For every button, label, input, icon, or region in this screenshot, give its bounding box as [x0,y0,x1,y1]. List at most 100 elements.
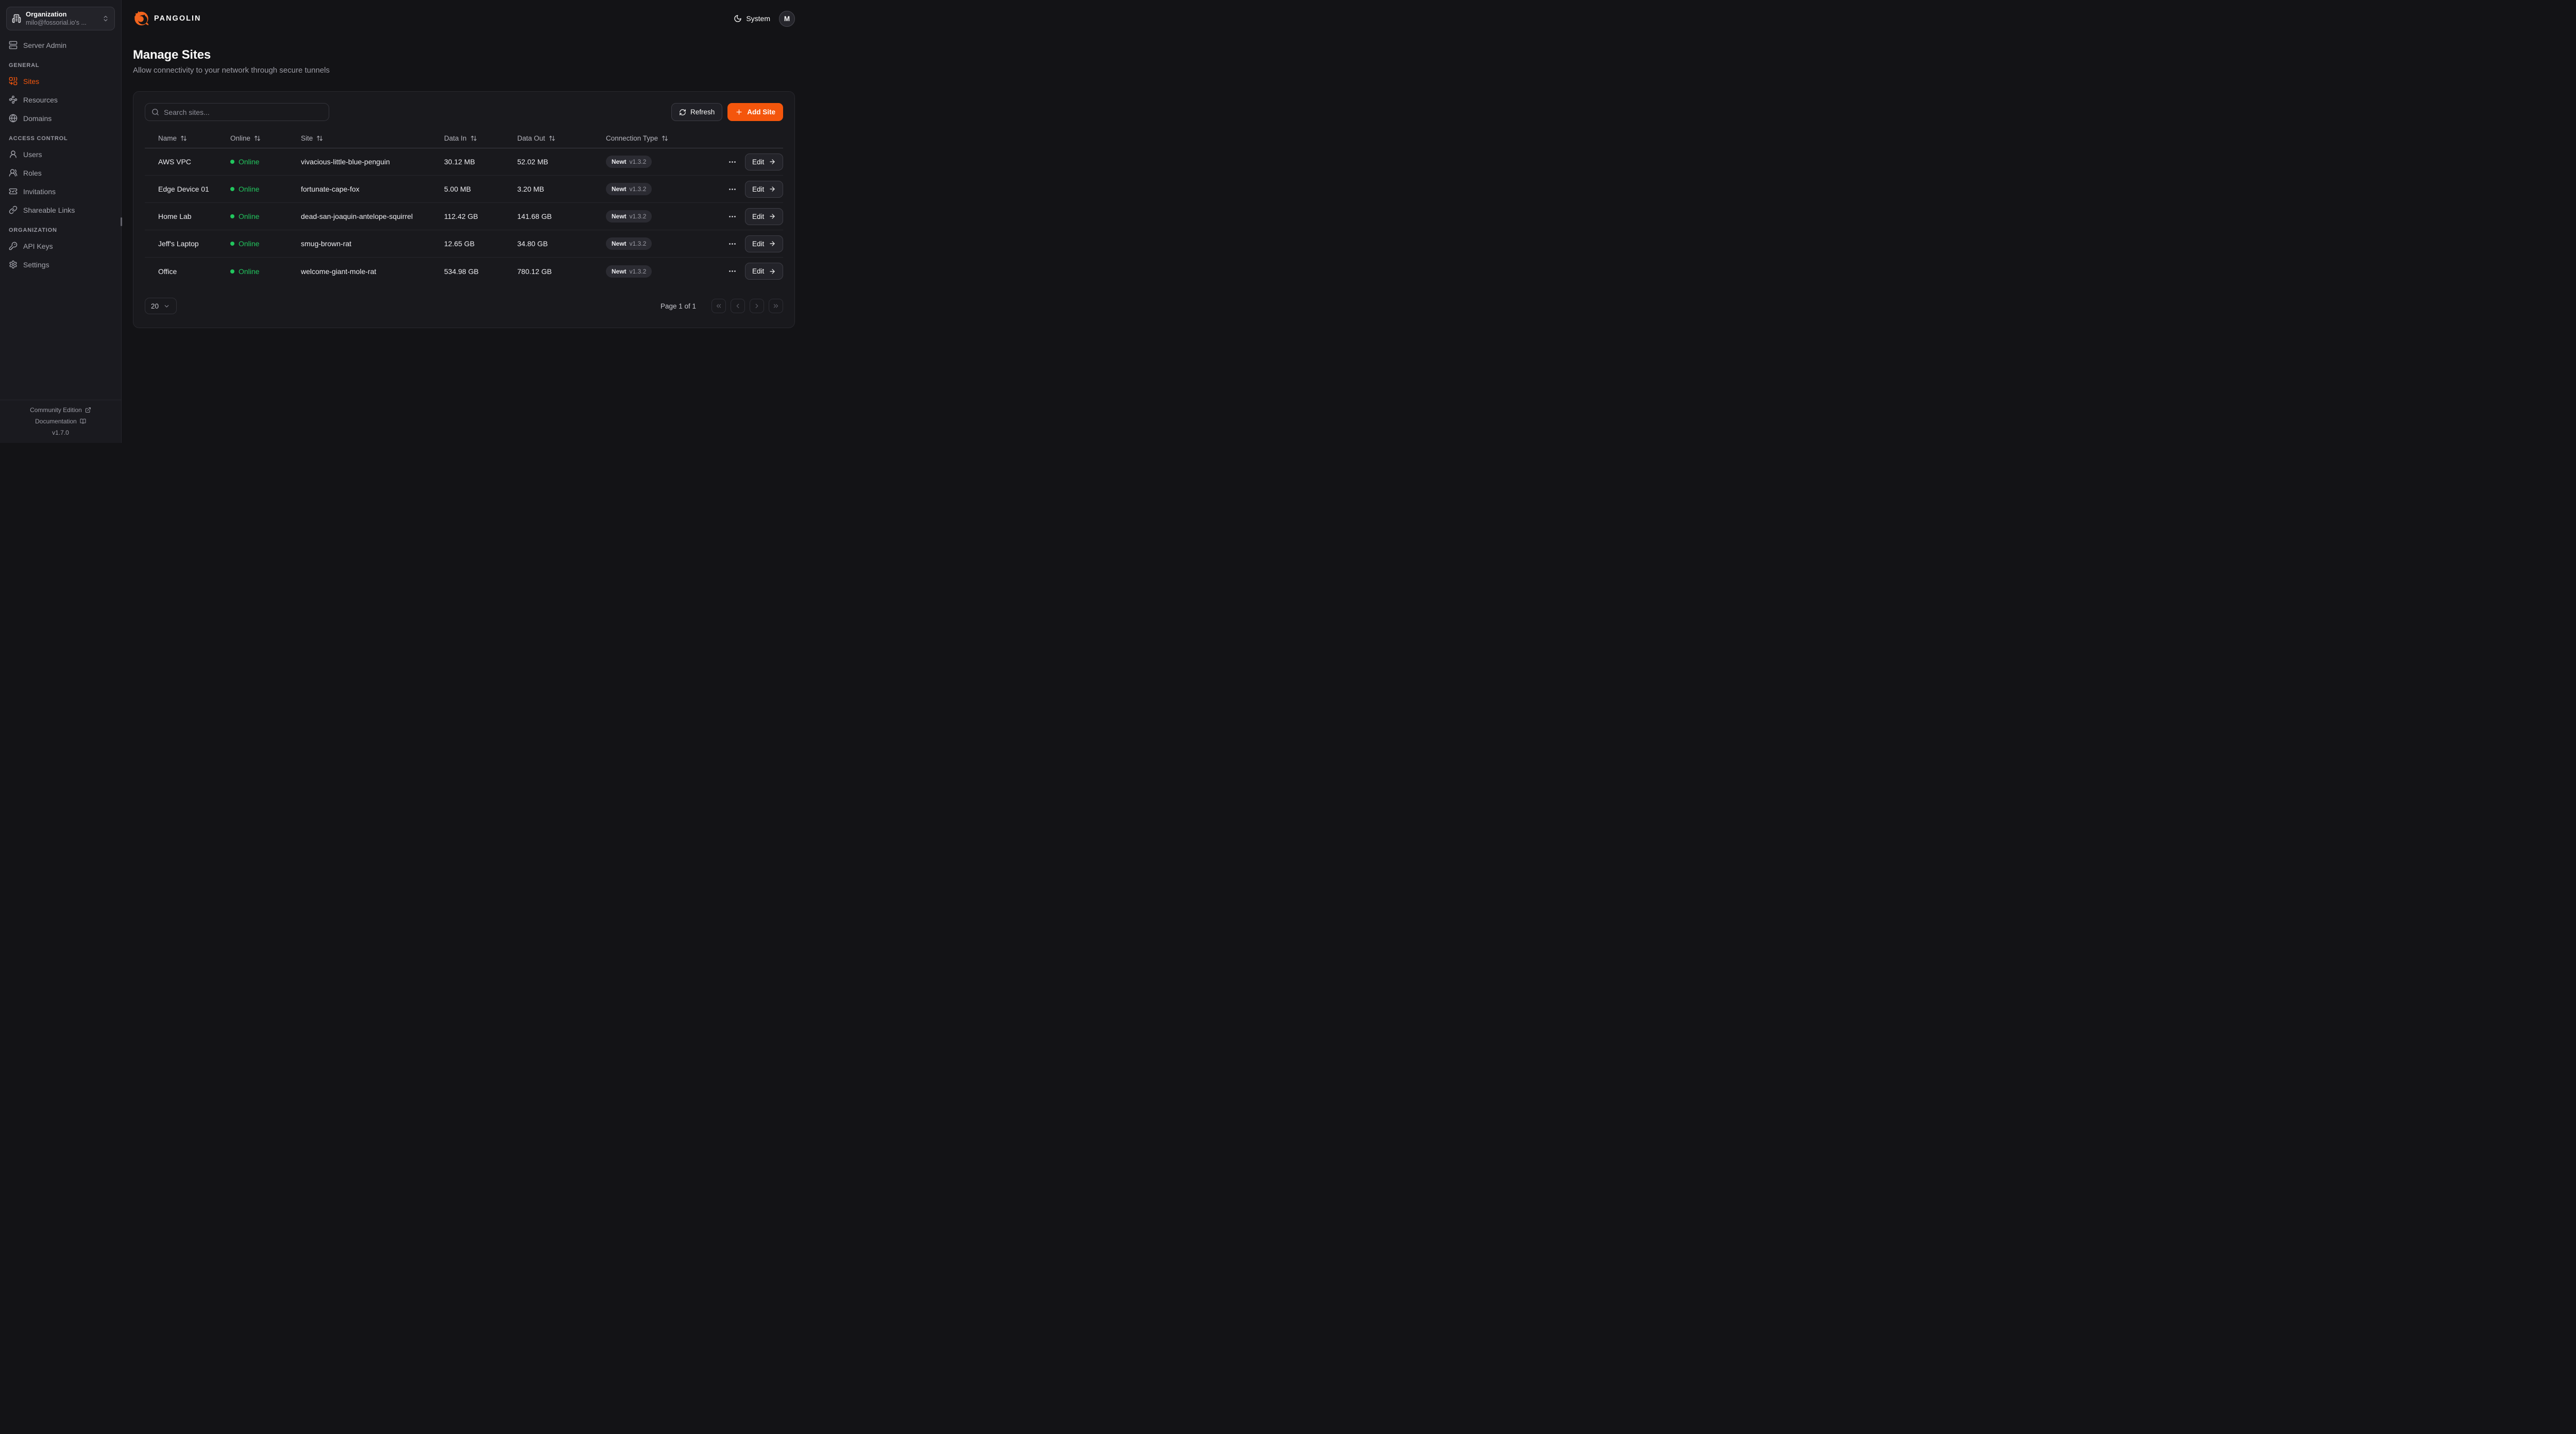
sidebar: Organization milo@fossorial.io's ... Ser… [0,0,122,443]
sidebar-item-invitations[interactable]: Invitations [6,185,115,198]
last-page-button[interactable] [769,299,783,313]
sidebar-item-roles[interactable]: Roles [6,166,115,179]
documentation-link[interactable]: Documentation [3,418,118,425]
table-header-row: Name Online Site Data In Data Out Connection … [145,129,783,148]
status-cell: Online [230,212,301,220]
row-menu-button[interactable] [728,267,737,276]
chevrons-right-icon [772,302,779,310]
edit-button[interactable]: Edit [745,208,784,225]
search-icon [151,108,159,116]
row-menu-button[interactable] [728,185,737,194]
chevron-down-icon [163,303,170,310]
sidebar-item-label: Roles [23,168,42,177]
column-header-name[interactable]: Name [158,134,230,142]
edit-button[interactable]: Edit [745,235,784,252]
table-row: AWS VPC Online vivacious-little-blue-pengu… [145,148,784,176]
link-icon [9,206,18,214]
arrow-right-icon [769,268,776,275]
community-edition-link[interactable]: Community Edition [3,406,118,414]
org-switcher-label: Organization [26,10,67,18]
sites-table: Name Online Site Data In Data Out Connection … [145,129,784,285]
connection-type-badge: Newt v1.3.2 [606,265,652,278]
online-status-dot [230,214,234,218]
next-page-button[interactable] [750,299,764,313]
table-row: Jeff's Laptop Online smug-brown-rat 12.65 G… [145,230,784,258]
users-icon [9,168,18,177]
sidebar-item-resources[interactable]: Resources [6,93,115,106]
community-edition-label: Community Edition [30,406,82,414]
org-switcher-value: milo@fossorial.io's ... [26,19,87,26]
table-row: Home Lab Online dead-san-joaquin-antelope-… [145,203,784,230]
sidebar-item-sites[interactable]: Sites [6,75,115,88]
plus-icon [735,108,743,116]
sidebar-nav: Server Admin GENERAL Sites Resources Domains… [6,30,115,400]
add-site-button[interactable]: Add Site [727,103,783,121]
column-header-data-in[interactable]: Data In [444,134,517,142]
sidebar-item-users[interactable]: Users [6,148,115,161]
sidebar-item-domains[interactable]: Domains [6,112,115,125]
edit-button[interactable]: Edit [745,153,784,170]
section-title-organization: ORGANIZATION [9,227,57,233]
avatar[interactable]: M [779,10,795,27]
pangolin-logo-icon [133,10,150,27]
search-box [145,103,329,121]
sidebar-item-shareable-links[interactable]: Shareable Links [6,203,115,216]
edit-button[interactable]: Edit [745,180,784,198]
chevron-left-icon [734,302,741,310]
sidebar-item-settings[interactable]: Settings [6,258,115,271]
previous-page-button[interactable] [731,299,745,313]
theme-label: System [746,14,770,23]
column-header-connection-type[interactable]: Connection Type [606,134,728,142]
theme-toggle[interactable]: System [734,14,770,23]
external-link-icon [85,407,91,413]
sidebar-resize-handle[interactable] [121,217,122,226]
site-name-cell: Office [158,267,177,276]
row-menu-button[interactable] [728,212,737,221]
online-status-dot [230,242,234,246]
site-id-cell: smug-brown-rat [301,240,352,248]
documentation-label: Documentation [35,418,77,425]
chevrons-up-down-icon [102,15,109,22]
server-icon [9,41,18,49]
page-size-select[interactable]: 20 [145,298,177,314]
sidebar-item-api-keys[interactable]: API Keys [6,240,115,252]
data-out-cell: 141.68 GB [517,212,552,220]
org-switcher[interactable]: Organization milo@fossorial.io's ... [6,7,115,30]
table-toolbar: Refresh Add Site [145,103,783,121]
user-icon [9,150,18,159]
status-label: Online [239,267,260,276]
data-out-cell: 3.20 MB [517,185,545,193]
ticket-check-icon [9,187,18,196]
row-menu-button[interactable] [728,240,737,248]
site-id-cell: dead-san-joaquin-antelope-squirrel [301,212,413,220]
arrow-right-icon [769,158,776,165]
column-header-data-out[interactable]: Data Out [517,134,606,142]
column-header-site[interactable]: Site [301,134,444,142]
sidebar-item-label: Resources [23,95,58,104]
status-cell: Online [230,240,301,248]
online-status-dot [230,160,234,164]
page-indicator: Page 1 of 1 [660,302,696,310]
sidebar-item-label: Invitations [23,187,56,196]
site-name-cell: AWS VPC [158,158,192,166]
site-id-cell: fortunate-cape-fox [301,185,360,193]
site-id-cell: vivacious-little-blue-penguin [301,158,390,166]
brand-name: PANGOLIN [154,14,201,23]
arrow-right-icon [769,185,776,193]
connection-type-badge: Newt v1.3.2 [606,237,652,250]
sort-icon [662,135,668,142]
sidebar-item-server-admin[interactable]: Server Admin [6,39,115,52]
section-title-access-control: ACCESS CONTROL [9,135,68,142]
sort-icon [470,135,477,142]
search-input[interactable] [164,108,323,116]
edit-button[interactable]: Edit [745,263,784,280]
sort-icon [549,135,555,142]
table-body: AWS VPC Online vivacious-little-blue-pengu… [145,148,784,285]
column-header-online[interactable]: Online [230,134,301,142]
refresh-button[interactable]: Refresh [671,103,723,121]
first-page-button[interactable] [711,299,726,313]
row-menu-button[interactable] [728,158,737,166]
status-cell: Online [230,267,301,276]
sidebar-item-label: Users [23,150,42,159]
sidebar-item-label: Settings [23,260,49,269]
